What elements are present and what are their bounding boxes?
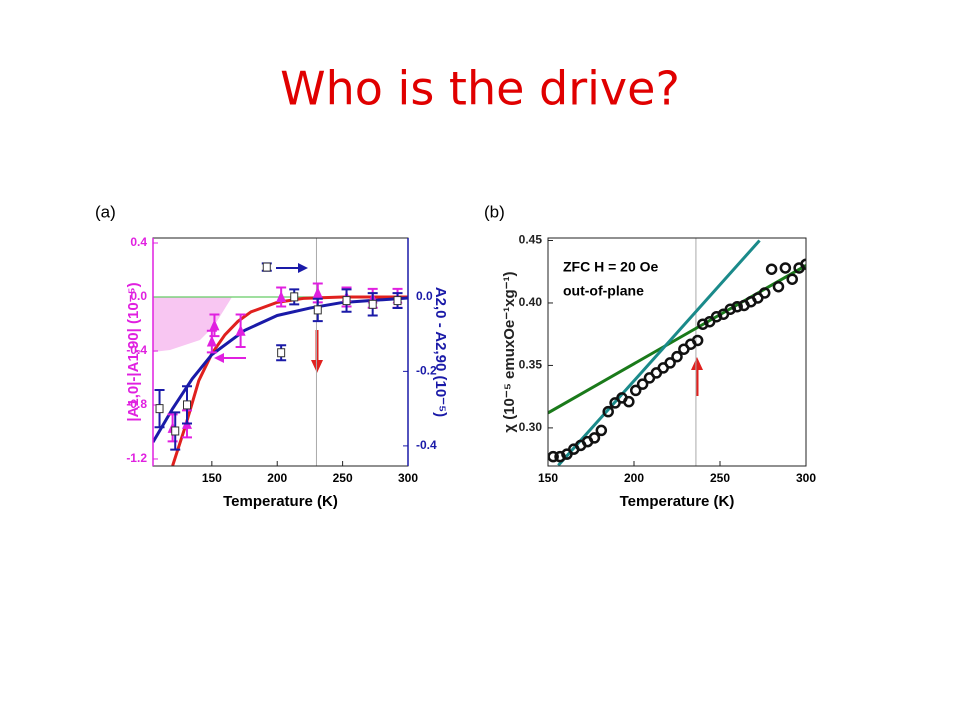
x-tick-label: 200 [267, 471, 287, 485]
marker [368, 299, 377, 309]
marker [393, 296, 402, 306]
marker [155, 404, 164, 414]
y-tick-label: -0.8 [126, 397, 147, 411]
marker [636, 378, 649, 390]
x-tick-label: 250 [710, 471, 730, 485]
marker [602, 405, 614, 418]
x-axis-label: Temperature (K) [223, 493, 338, 510]
y-tick-label: -1.2 [126, 451, 147, 465]
marker [758, 287, 771, 299]
marker [235, 324, 246, 336]
panel-label: (a) [95, 202, 116, 221]
arrow-head [311, 360, 323, 373]
y-tick-label: -0.4 [126, 343, 147, 357]
x-tick-label: 300 [398, 471, 418, 485]
marker [664, 357, 676, 369]
y2-tick-label: 0.0 [416, 289, 433, 303]
fit-line [548, 264, 806, 415]
marker [800, 258, 806, 270]
x-tick-label: 150 [538, 471, 558, 485]
marker [276, 290, 287, 302]
marker [171, 426, 180, 436]
x-tick-label: 150 [202, 471, 222, 485]
y-tick-label: 0.40 [519, 295, 543, 309]
y2-axis-label: A2,0 - A2,90 (10⁻⁵) [432, 287, 449, 417]
y-tick-label: 0.0 [130, 289, 147, 303]
y-tick-label: 0.30 [519, 420, 543, 434]
y-tick-label: 0.45 [519, 233, 543, 247]
marker [183, 400, 191, 410]
y-axis-label: χ (10⁻⁵ emuxOe⁻¹xg⁻¹) [501, 271, 518, 432]
y-tick-label: 0.4 [130, 235, 147, 249]
marker [588, 432, 601, 444]
marker [548, 450, 559, 463]
marker [629, 384, 642, 397]
marker [779, 262, 792, 274]
fit-line [153, 296, 408, 443]
x-tick-label: 250 [333, 471, 353, 485]
annotation: out-of-plane [563, 283, 644, 299]
marker [772, 280, 785, 293]
arrows [214, 263, 703, 396]
arrow-head [214, 353, 224, 363]
x-tick-label: 200 [624, 471, 644, 485]
marker [595, 424, 608, 437]
panel-label: (b) [484, 202, 505, 221]
slide-title: Who is the drive? [280, 62, 680, 116]
marker [765, 263, 778, 275]
annotation: ZFC H = 20 Oe [563, 259, 659, 275]
y-tick-label: 0.35 [519, 358, 543, 372]
y-axis-label: |A1,0|-|A1,90| (10⁻⁵) [125, 282, 142, 421]
shaded-region [153, 297, 232, 352]
x-tick-label: 300 [796, 471, 816, 485]
marker [262, 262, 271, 272]
marker [312, 286, 323, 298]
arrow-head [298, 263, 308, 273]
marker [691, 334, 704, 347]
plot-area [548, 239, 806, 466]
marker [786, 273, 798, 285]
arrow-head [691, 357, 703, 370]
x-axis-label: Temperature (K) [620, 493, 735, 510]
marker [623, 395, 635, 408]
marker [313, 305, 322, 315]
marker [731, 300, 743, 313]
marker [290, 292, 299, 302]
marker [342, 296, 351, 306]
plot-area [153, 262, 408, 466]
marker [206, 335, 217, 347]
marker [277, 348, 286, 358]
marker [209, 319, 220, 331]
marker [671, 350, 683, 363]
plot-frame [547, 237, 807, 467]
y2-tick-label: -0.2 [416, 364, 437, 378]
y2-tick-label: -0.4 [416, 438, 437, 452]
fit-line [557, 239, 761, 466]
